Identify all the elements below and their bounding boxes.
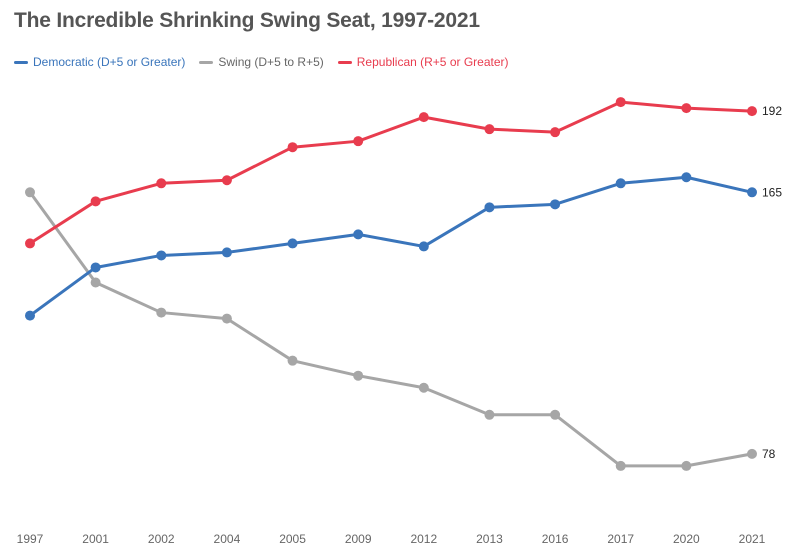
data-point-democratic — [418, 241, 429, 252]
x-tick-label: 2020 — [673, 532, 700, 546]
data-point-swing — [418, 382, 429, 393]
legend-swatch-republican — [337, 60, 352, 64]
data-point-democratic — [90, 262, 101, 273]
chart-legend: Democratic (D+5 or Greater) Swing (D+5 t… — [14, 55, 509, 69]
x-tick-label: 2004 — [214, 532, 241, 546]
data-point-swing — [90, 277, 101, 288]
data-point-republican — [681, 103, 692, 114]
legend-label-republican: Republican (R+5 or Greater) — [356, 55, 509, 69]
data-point-republican — [287, 142, 298, 153]
data-point-democratic — [287, 238, 298, 249]
legend-item-democratic[interactable]: Democratic (D+5 or Greater) — [14, 55, 185, 69]
data-point-republican — [615, 97, 626, 108]
data-point-democratic — [353, 229, 364, 240]
data-point-swing — [681, 460, 692, 471]
data-point-democratic — [484, 202, 495, 213]
data-point-republican — [221, 175, 232, 186]
data-point-democratic — [747, 187, 757, 198]
data-point-democratic — [221, 247, 232, 258]
data-point-republican — [156, 178, 167, 189]
data-point-swing — [484, 409, 495, 420]
x-tick-label: 2017 — [607, 532, 634, 546]
data-point-democratic — [615, 178, 626, 189]
chart-title: The Incredible Shrinking Swing Seat, 199… — [14, 9, 480, 32]
x-tick-label: 2002 — [148, 532, 175, 546]
data-point-swing — [25, 187, 35, 198]
data-point-swing — [615, 460, 626, 471]
x-tick-label: 2012 — [410, 532, 437, 546]
x-tick-label: 2001 — [82, 532, 109, 546]
x-tick-label: 2009 — [345, 532, 372, 546]
data-point-democratic — [550, 199, 561, 210]
data-point-swing — [287, 355, 298, 366]
data-point-republican — [353, 136, 364, 147]
series-line-swing — [28, 190, 754, 468]
legend-label-democratic: Democratic (D+5 or Greater) — [33, 55, 186, 69]
data-point-republican — [25, 238, 35, 249]
data-point-republican — [550, 127, 561, 138]
data-point-republican — [90, 196, 101, 207]
x-tick-label: 1997 — [17, 532, 44, 546]
end-value-label-democratic: 165 — [762, 185, 782, 199]
data-point-democratic — [156, 250, 167, 261]
data-point-republican — [747, 106, 757, 117]
x-tick-label: 2013 — [476, 532, 503, 546]
x-tick-label: 2005 — [279, 532, 306, 546]
data-point-swing — [221, 313, 232, 324]
series-line-republican — [28, 100, 754, 245]
data-point-republican — [418, 112, 429, 123]
data-point-swing — [156, 307, 167, 318]
end-value-label-republican: 192 — [762, 104, 782, 118]
legend-label-swing: Swing (D+5 to R+5) — [218, 55, 324, 69]
series-line-democratic — [28, 175, 754, 318]
data-point-democratic — [681, 172, 692, 183]
legend-swatch-swing — [199, 60, 214, 64]
legend-swatch-democratic — [14, 60, 28, 64]
legend-item-swing[interactable]: Swing (D+5 to R+5) — [199, 55, 324, 69]
data-point-swing — [550, 409, 561, 420]
legend-item-republican[interactable]: Republican (R+5 or Greater) — [337, 55, 509, 69]
data-point-republican — [484, 124, 495, 135]
data-point-swing — [747, 448, 757, 459]
data-point-democratic — [25, 310, 35, 321]
end-value-label-swing: 78 — [762, 447, 776, 461]
x-tick-label: 2016 — [542, 532, 569, 546]
x-tick-label: 2021 — [739, 532, 766, 546]
data-point-swing — [353, 370, 364, 381]
